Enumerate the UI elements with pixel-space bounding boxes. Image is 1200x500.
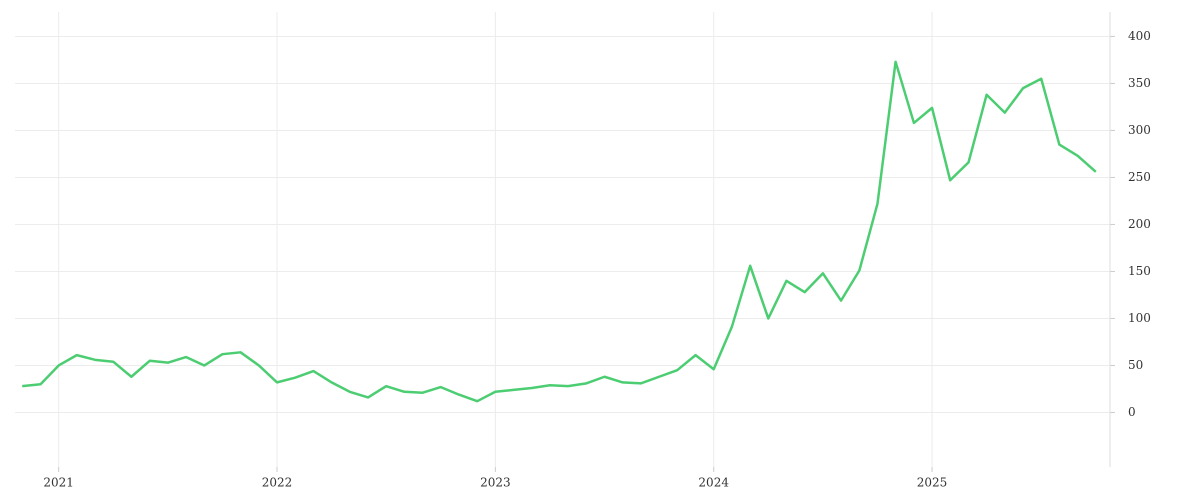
y-tick-label: 300 bbox=[1128, 123, 1151, 137]
x-tick-label: 2022 bbox=[262, 476, 293, 490]
x-tick-label: 2024 bbox=[698, 476, 729, 490]
line bbox=[22, 60, 1097, 403]
x-tick-label: 2023 bbox=[480, 476, 511, 490]
y-tick-label: 50 bbox=[1128, 358, 1143, 372]
y-tick-label: 350 bbox=[1128, 76, 1151, 90]
x-tick-label: 2021 bbox=[43, 476, 74, 490]
y-tick-label: 200 bbox=[1128, 217, 1151, 231]
y-tick-label: 150 bbox=[1128, 264, 1151, 278]
x-tick-label: 2025 bbox=[917, 476, 948, 490]
y-tick-label: 100 bbox=[1128, 311, 1151, 325]
y-tick-label: 250 bbox=[1128, 170, 1151, 184]
y-tick-label: 0 bbox=[1128, 405, 1136, 419]
y-tick-label: 400 bbox=[1128, 29, 1151, 43]
